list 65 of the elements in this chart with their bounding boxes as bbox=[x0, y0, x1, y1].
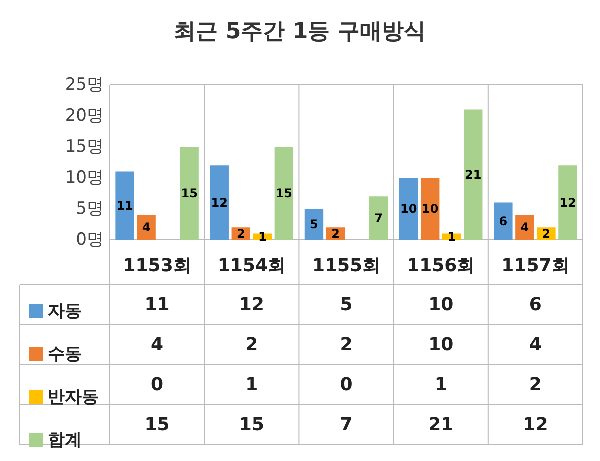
text: 11 bbox=[116, 198, 134, 213]
bar bbox=[369, 196, 388, 240]
data-label: 2 bbox=[529, 374, 542, 396]
text: 15 bbox=[276, 186, 293, 200]
data-label: 4 bbox=[151, 334, 164, 356]
bar bbox=[516, 215, 534, 240]
legend-label: 자동 bbox=[48, 302, 82, 322]
bar bbox=[180, 147, 199, 240]
x-tick-label: 1153회 bbox=[123, 256, 192, 276]
text: 15 bbox=[181, 186, 198, 200]
bar bbox=[558, 166, 578, 240]
text: 4 bbox=[520, 220, 530, 235]
text: 12 bbox=[211, 196, 228, 210]
y-tick-label: 20명 bbox=[65, 106, 104, 126]
data-label: 10 bbox=[428, 294, 454, 316]
data-label: 12 bbox=[523, 414, 548, 436]
data-label: 7 bbox=[340, 414, 353, 436]
bar bbox=[494, 202, 513, 240]
x-tick-label: 1154회 bbox=[218, 256, 286, 276]
data-label: 1 bbox=[434, 374, 448, 396]
bar bbox=[420, 178, 440, 240]
text: 2 bbox=[236, 226, 246, 241]
bar bbox=[274, 147, 294, 240]
bar bbox=[464, 110, 483, 240]
data-label: 1 bbox=[246, 374, 258, 396]
text: 7 bbox=[374, 211, 383, 226]
y-tick-label: 25명 bbox=[65, 75, 104, 95]
text: 5 bbox=[310, 218, 318, 232]
text: 12 bbox=[560, 196, 576, 210]
text: 21 bbox=[465, 168, 482, 182]
y-tick-label: 10명 bbox=[65, 168, 104, 188]
text: 4 bbox=[142, 220, 151, 235]
data-label: 21 bbox=[428, 414, 454, 436]
y-tick-label: 15명 bbox=[65, 137, 104, 157]
text: 6 bbox=[499, 214, 508, 228]
legend-label: 합계 bbox=[48, 430, 82, 450]
data-label: 10 bbox=[428, 334, 454, 356]
text: 10 bbox=[400, 202, 418, 216]
bar bbox=[304, 209, 324, 240]
data-label: 0 bbox=[151, 374, 164, 396]
data-label: 11 bbox=[144, 294, 170, 316]
text: 10 bbox=[422, 202, 439, 216]
x-tick-label: 1156회 bbox=[407, 256, 476, 276]
text: 2 bbox=[542, 226, 551, 241]
bar bbox=[210, 166, 229, 240]
chart-title: 최근 5주간 1등 구매방식 bbox=[174, 20, 426, 44]
data-label: 5 bbox=[340, 294, 353, 316]
y-tick-label: 5명 bbox=[76, 199, 104, 219]
data-label: 2 bbox=[340, 334, 353, 356]
data-label: 12 bbox=[239, 294, 264, 316]
bar bbox=[137, 215, 156, 240]
data-label: 15 bbox=[144, 414, 170, 436]
legend-label: 수동 bbox=[48, 344, 82, 364]
data-label: 6 bbox=[529, 294, 542, 316]
bar bbox=[116, 172, 134, 240]
x-tick-label: 1157회 bbox=[502, 256, 570, 276]
legend-label: 반자동 bbox=[48, 388, 99, 408]
text: 2 bbox=[332, 226, 340, 241]
data-label: 0 bbox=[340, 374, 353, 396]
data-label: 4 bbox=[529, 334, 542, 356]
data-label: 2 bbox=[246, 334, 258, 356]
data-label: 15 bbox=[239, 414, 264, 436]
y-tick-label: 0명 bbox=[76, 230, 104, 250]
x-tick-label: 1155회 bbox=[312, 256, 381, 276]
bar bbox=[399, 178, 418, 240]
